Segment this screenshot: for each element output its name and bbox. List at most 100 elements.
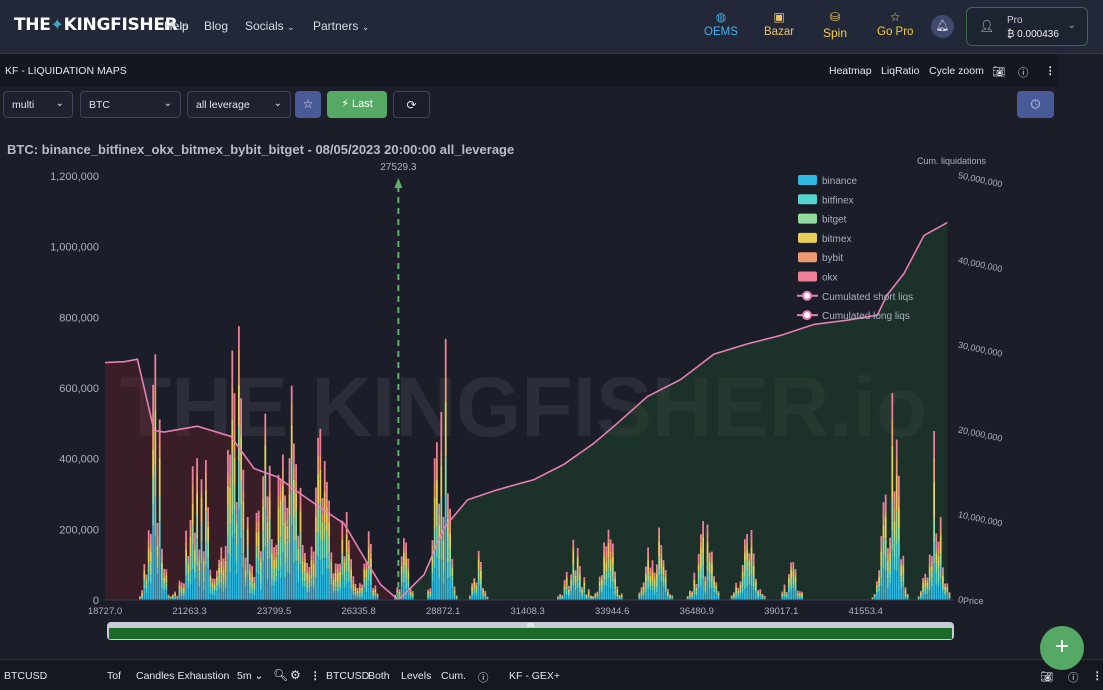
- levels-button[interactable]: Levels: [401, 670, 432, 682]
- bar-segment: [948, 592, 951, 593]
- nav-partners-menu[interactable]: Partners ⌄: [313, 19, 369, 33]
- bar-segment: [893, 491, 896, 509]
- bar-segment: [884, 494, 887, 511]
- bar-segment: [343, 560, 346, 563]
- bar-segment: [477, 570, 480, 581]
- bar-segment: [211, 590, 214, 595]
- bar-segment: [649, 575, 652, 584]
- camera-icon[interactable]: 📷︎: [992, 66, 1006, 78]
- leverage-select[interactable]: all leverage ⌄: [187, 91, 291, 118]
- bar-segment: [697, 571, 700, 582]
- gear-icon[interactable]: ⚙: [290, 668, 301, 682]
- bazar-button[interactable]: ▣ Bazar: [764, 10, 794, 38]
- asset-select[interactable]: BTC ⌄: [80, 91, 181, 118]
- bar-segment: [253, 588, 256, 592]
- bar-segment: [792, 577, 795, 585]
- bar-segment: [711, 558, 713, 565]
- bar-segment: [601, 575, 603, 578]
- tof-button[interactable]: Tof: [107, 670, 122, 682]
- nav-socials-menu[interactable]: Socials ⌄: [245, 19, 295, 33]
- oems-button[interactable]: ◍ OEMS: [704, 10, 738, 38]
- search-icon[interactable]: 🔍︎: [273, 668, 289, 682]
- bar-segment: [873, 597, 876, 599]
- bar-segment: [620, 597, 623, 599]
- more-menu-icon[interactable]: ⋮: [310, 670, 321, 682]
- last-button[interactable]: ⚡︎ Last: [327, 91, 387, 118]
- logo[interactable]: THE✦KINGFISHER.io: [14, 15, 188, 35]
- bar-segment: [172, 594, 174, 596]
- bar-segment: [161, 587, 163, 600]
- bar-segment: [596, 593, 599, 595]
- go-pro-button[interactable]: ☆ Go Pro: [877, 10, 913, 38]
- spin-button[interactable]: ⛁ Spin: [823, 10, 847, 40]
- cum-button[interactable]: Cum.: [441, 670, 467, 682]
- symbol-button[interactable]: BTCUSD: [326, 670, 370, 682]
- bar-segment: [165, 583, 168, 588]
- bar-segment: [191, 569, 194, 600]
- liquidation-chart[interactable]: THE KINGFISHER.io 27529.3 BTC: binance_b…: [0, 124, 1058, 659]
- bar-segment: [799, 595, 801, 597]
- cycle-zoom-button[interactable]: Cycle zoom: [929, 65, 984, 77]
- bar-segment: [706, 562, 709, 572]
- bar-segment: [713, 585, 715, 590]
- bar-segment: [154, 386, 157, 411]
- help-icon[interactable]: ⓘ: [478, 672, 489, 684]
- bar-segment: [227, 504, 229, 536]
- help-icon[interactable]: ⓘ: [1018, 67, 1029, 79]
- bar-segment: [374, 592, 377, 595]
- plus-icon: +: [1054, 633, 1069, 660]
- both-button[interactable]: Both: [368, 670, 390, 682]
- bar-segment: [251, 571, 253, 577]
- bar-segment: [799, 596, 801, 598]
- account-menu[interactable]: 👤︎ Pro ₿ 0.000436 ⌄: [966, 7, 1088, 46]
- bar-segment: [363, 567, 366, 570]
- bar-segment: [449, 508, 451, 522]
- bar-segment: [928, 581, 931, 591]
- add-panel-button[interactable]: +: [1040, 626, 1084, 670]
- bottom-symbol[interactable]: BTCUSD: [4, 670, 48, 682]
- bar-segment: [667, 591, 669, 594]
- bar-segment: [139, 598, 141, 600]
- bar-segment: [933, 482, 935, 519]
- bar-segment: [744, 539, 746, 545]
- bar-segment: [249, 564, 251, 569]
- bar-segment: [191, 525, 194, 545]
- bar-segment: [400, 556, 403, 562]
- help-icon[interactable]: ⓘ: [1068, 672, 1079, 684]
- nav-blog-link[interactable]: Blog: [204, 19, 229, 33]
- bar-segment: [598, 586, 601, 590]
- refresh-button[interactable]: ⟳: [393, 91, 430, 118]
- bar-segment: [781, 597, 784, 600]
- range-slider-handle[interactable]: [527, 623, 534, 627]
- bar-segment: [788, 592, 790, 600]
- favorite-star-button[interactable]: ☆: [295, 91, 321, 118]
- bar-segment: [931, 556, 933, 562]
- bar-segment: [310, 554, 313, 560]
- timeframe-select[interactable]: 5m ⌄: [237, 670, 263, 682]
- bar-segment: [942, 583, 944, 589]
- bar-segment: [301, 561, 304, 573]
- camera-icon[interactable]: 📷︎: [1040, 671, 1054, 683]
- bar-segment: [238, 349, 240, 385]
- bar-segment: [343, 562, 346, 573]
- bar-segment: [365, 578, 368, 587]
- bar-segment: [796, 597, 799, 599]
- bar-segment: [222, 578, 225, 586]
- gex-button[interactable]: KF - GEX+: [509, 670, 561, 682]
- candles-exhaustion-button[interactable]: Candles Exhaustion: [136, 670, 230, 682]
- more-menu-icon[interactable]: ⋮: [1045, 65, 1056, 77]
- nav-help-link[interactable]: Help: [164, 19, 189, 33]
- notifications-bell-icon[interactable]: 🔔︎: [931, 15, 954, 38]
- heatmap-button[interactable]: Heatmap: [829, 65, 872, 77]
- bar-segment: [440, 450, 443, 466]
- history-clock-button[interactable]: 🕓︎: [1017, 91, 1054, 118]
- bar-segment: [876, 583, 878, 586]
- bar-segment: [194, 563, 196, 573]
- x-tick-label: 31408.3: [510, 606, 544, 617]
- mode-select[interactable]: multi ⌄: [3, 91, 73, 118]
- liqratio-button[interactable]: LiqRatio: [881, 65, 920, 77]
- range-slider-selection[interactable]: [109, 628, 952, 639]
- bar-segment: [431, 540, 434, 545]
- bar-segment: [715, 588, 718, 593]
- more-menu-icon[interactable]: ⋮: [1092, 670, 1103, 682]
